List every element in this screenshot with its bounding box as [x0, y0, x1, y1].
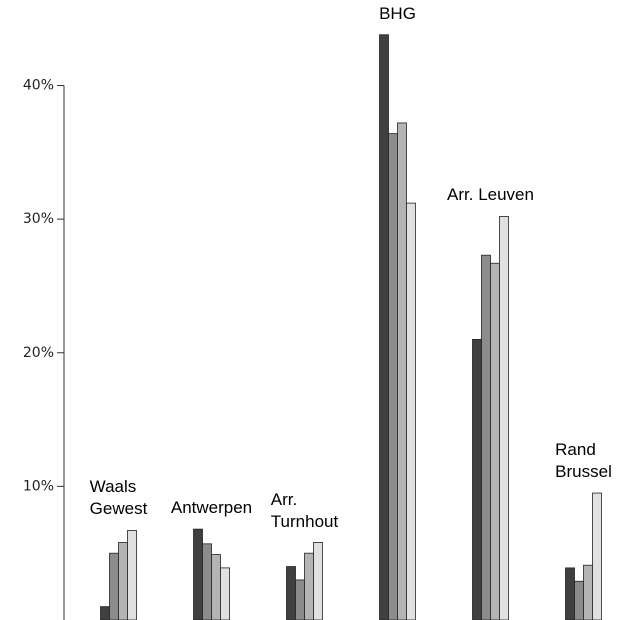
bar: [313, 542, 323, 620]
category-label: BHG: [379, 3, 416, 23]
bar: [193, 528, 203, 620]
y-tick-label: 40%: [23, 78, 54, 94]
bar: [583, 564, 593, 620]
bar: [574, 580, 584, 620]
category-label: Rand Brussel: [555, 440, 612, 482]
bar: [592, 492, 602, 620]
y-tick-label: 20%: [23, 345, 54, 361]
bar: [397, 122, 407, 620]
category-label: Antwerpen: [170, 498, 253, 518]
bar: [118, 542, 128, 620]
bar: [406, 202, 416, 620]
category-label: Arr. Turnhout: [270, 489, 339, 531]
bar: [388, 133, 398, 620]
bar: [286, 566, 296, 620]
bar: [304, 552, 314, 620]
bar: [481, 254, 491, 620]
bar: [109, 552, 119, 620]
bar: [472, 338, 482, 620]
bar: [490, 262, 500, 620]
bar: [202, 543, 212, 620]
bar: [100, 606, 110, 620]
bar: [499, 216, 509, 620]
bar: [211, 554, 221, 620]
bar: [295, 579, 305, 620]
bar: [565, 567, 575, 620]
bar: [220, 567, 230, 620]
bar: [127, 530, 137, 620]
category-label: Arr. Leuven: [447, 185, 534, 205]
y-tick-label: 30%: [23, 211, 54, 227]
y-tick-label: 10%: [23, 478, 54, 494]
category-label: Waals Gewest: [89, 477, 148, 519]
bar: [379, 34, 389, 620]
